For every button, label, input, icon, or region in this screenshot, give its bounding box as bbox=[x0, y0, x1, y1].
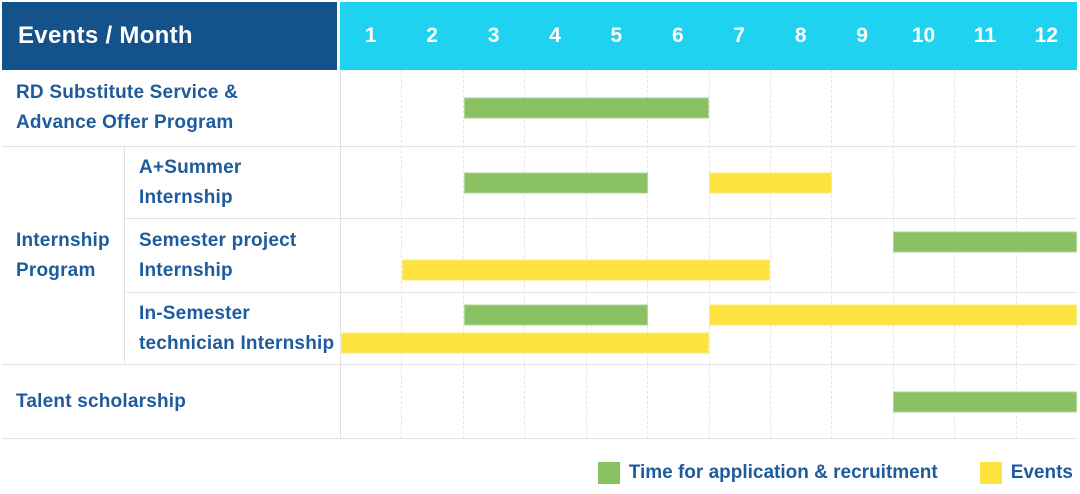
month-label-7: 7 bbox=[733, 24, 746, 47]
month-label-4: 4 bbox=[549, 24, 561, 47]
table-row-semester-project-internship: Semester project Internship bbox=[2, 219, 1077, 293]
bar-recruitment-m3-m5 bbox=[463, 172, 648, 193]
legend-label-events: Events bbox=[1010, 462, 1073, 483]
bar-tracks bbox=[341, 228, 1077, 284]
table-row-rd-substitute-service-advance-offer-program: RD Substitute Service & Advance Offer Pro… bbox=[2, 70, 1077, 147]
table-row-talent-scholarship: Talent scholarship bbox=[2, 365, 1077, 439]
legend-item-events: Events bbox=[979, 462, 1073, 484]
bar-events-m7-m12 bbox=[709, 304, 1077, 325]
bar-recruitment-m3-m5 bbox=[463, 304, 648, 325]
month-label-12: 12 bbox=[1034, 24, 1059, 47]
bar-track bbox=[341, 169, 1077, 197]
row-timeline-a-summer-internship bbox=[340, 147, 1077, 218]
bar-recruitment-m10-m12 bbox=[893, 391, 1077, 412]
row-label-line: technician Internship bbox=[139, 332, 335, 354]
row-timeline-semester-project-internship bbox=[340, 219, 1077, 292]
group-label-line: Internship bbox=[16, 229, 110, 251]
month-label-10: 10 bbox=[911, 24, 936, 47]
bar-recruitment-m10-m12 bbox=[893, 231, 1077, 252]
bar-tracks bbox=[341, 301, 1077, 357]
row-label-line: Semester project bbox=[139, 229, 297, 251]
bar-track bbox=[341, 329, 1077, 357]
bar-track bbox=[341, 228, 1077, 256]
month-label-11: 11 bbox=[973, 24, 997, 47]
row-label-talent-scholarship: Talent scholarship bbox=[16, 365, 186, 438]
months-header-row: 1 2 3 4 5 6 7 8 9 10 11 12 bbox=[340, 2, 1077, 70]
month-label-3: 3 bbox=[487, 24, 500, 47]
table-body: RD Substitute Service & Advance Offer Pro… bbox=[2, 70, 1077, 439]
legend-item-recruitment: Time for application & recruitment bbox=[597, 462, 938, 484]
row-timeline-rd-substitute-service-advance-offer-program bbox=[340, 70, 1077, 146]
month-label-8: 8 bbox=[794, 24, 807, 47]
table-row-a-summer-internship: A+Summer Internship bbox=[2, 147, 1077, 219]
row-timeline-in-semester-technician-internship bbox=[340, 293, 1077, 364]
row-label-rd-substitute-service-advance-offer-program: RD Substitute Service & Advance Offer Pro… bbox=[16, 70, 238, 146]
legend: Time for application & recruitment Events bbox=[597, 462, 1073, 484]
table-row-in-semester-technician-internship: In-Semester technician Internship bbox=[2, 293, 1077, 365]
bar-tracks bbox=[341, 169, 1077, 197]
month-label-6: 6 bbox=[671, 24, 684, 47]
month-label-9: 9 bbox=[856, 24, 868, 47]
corner-header-cell: Events / Month bbox=[2, 2, 337, 70]
month-label-5: 5 bbox=[610, 24, 623, 47]
row-label-a-summer-internship: A+Summer Internship bbox=[139, 147, 241, 218]
bar-track bbox=[341, 301, 1077, 329]
bar-events-m1-m6 bbox=[341, 332, 709, 353]
bar-track bbox=[341, 94, 1077, 122]
row-label-line: RD Substitute Service & bbox=[16, 82, 239, 103]
bar-track bbox=[341, 388, 1077, 416]
group-label-line: Program bbox=[16, 259, 96, 281]
row-label-line: Internship bbox=[139, 259, 233, 281]
bar-tracks bbox=[341, 388, 1077, 416]
row-label-line: A+Summer bbox=[139, 156, 242, 178]
legend-swatch-recruitment bbox=[597, 462, 620, 484]
bar-events-m7-m8 bbox=[709, 172, 832, 193]
bar-track bbox=[341, 256, 1077, 284]
bar-tracks bbox=[341, 94, 1077, 122]
row-label-line: Talent scholarship bbox=[16, 390, 187, 412]
row-label-semester-project-internship: Semester project Internship bbox=[139, 219, 296, 292]
bar-recruitment-m3-m6 bbox=[463, 97, 709, 119]
row-label-in-semester-technician-internship: In-Semester technician Internship bbox=[139, 293, 334, 364]
row-label-line: Internship bbox=[139, 186, 233, 208]
row-label-line: Advance Offer Program bbox=[16, 112, 234, 133]
legend-label-recruitment: Time for application & recruitment bbox=[628, 462, 938, 483]
month-label-2: 2 bbox=[426, 24, 438, 47]
month-label-1: 1 bbox=[364, 24, 377, 47]
group-cell-internship-program: Internship Program bbox=[2, 147, 125, 364]
bar-events-m2-m7 bbox=[402, 259, 771, 280]
row-label-line: In-Semester bbox=[139, 302, 250, 324]
legend-swatch-events bbox=[979, 462, 1002, 484]
row-timeline-talent-scholarship bbox=[340, 365, 1077, 438]
